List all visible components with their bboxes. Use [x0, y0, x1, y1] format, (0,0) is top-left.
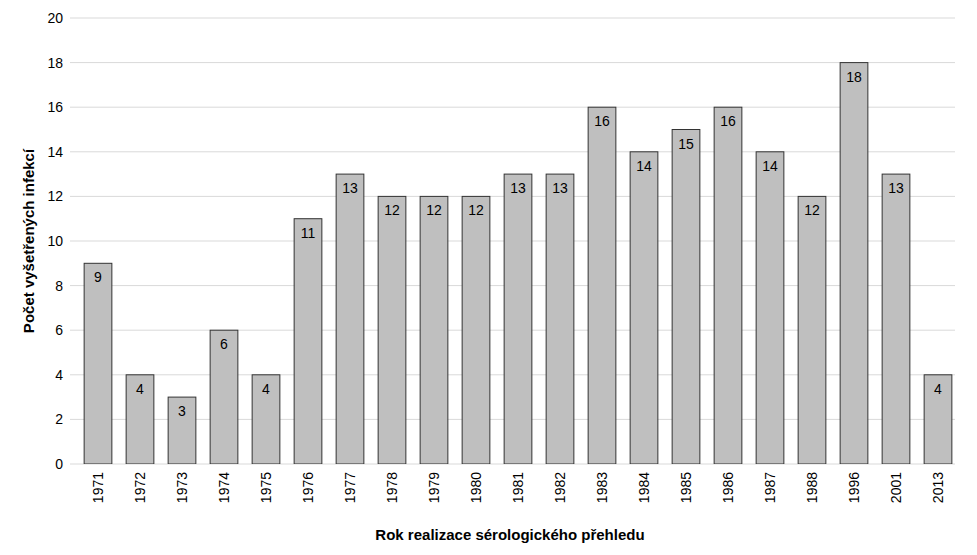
chart: 0 2 4 6 8 10 12 14 16 18 20 9 4 3 6 4 11 13 12 12 12 13 13 16 14…	[0, 0, 977, 555]
y-tick-label: 6	[55, 322, 63, 338]
bar	[336, 174, 364, 464]
data-label: 14	[636, 158, 652, 174]
data-label: 12	[384, 202, 400, 218]
grid-line	[70, 18, 955, 19]
x-tick-label: 1972	[132, 472, 148, 503]
x-tick-label: 1979	[426, 472, 442, 503]
data-label: 12	[468, 202, 484, 218]
bar	[378, 196, 406, 464]
x-tick-label: 1988	[804, 472, 820, 503]
bar	[546, 174, 574, 464]
bar	[84, 263, 112, 464]
bars	[84, 63, 952, 464]
data-label: 15	[678, 136, 694, 152]
y-tick-label: 20	[47, 10, 63, 26]
x-tick-label: 1974	[216, 472, 232, 503]
bar	[924, 375, 952, 464]
x-tick-label: 2013	[930, 472, 946, 503]
bar	[210, 330, 238, 464]
data-label: 4	[262, 381, 270, 397]
data-label: 14	[762, 158, 778, 174]
bar	[882, 174, 910, 464]
data-label: 12	[804, 202, 820, 218]
data-label: 11	[301, 225, 316, 241]
grid-line	[70, 151, 955, 152]
x-tick-label: 1976	[300, 472, 316, 503]
bar	[294, 219, 322, 464]
x-tick-label: 1985	[678, 472, 694, 503]
data-label: 9	[94, 269, 102, 285]
x-axis: 1971 1972 1973 1974 1975 1976 1977 1978 1979 1980…	[90, 472, 946, 503]
data-label: 13	[888, 180, 904, 196]
bar	[798, 196, 826, 464]
y-tick-label: 14	[47, 144, 63, 160]
y-tick-label: 0	[55, 456, 63, 472]
y-tick-label: 18	[47, 55, 63, 71]
bar	[462, 196, 490, 464]
data-label: 4	[934, 381, 942, 397]
y-axis-title: Počet vyšetřených infekcí	[20, 148, 37, 333]
data-label: 4	[136, 381, 144, 397]
grid-line	[70, 107, 955, 108]
bar	[588, 107, 616, 464]
x-axis-title: Rok realizace sérologického přehledu	[375, 526, 644, 543]
x-tick-label: 1983	[594, 472, 610, 503]
bar	[840, 63, 868, 464]
y-tick-label: 4	[55, 367, 63, 383]
bar	[756, 152, 784, 464]
x-tick-label: 2001	[888, 472, 904, 503]
bar	[714, 107, 742, 464]
x-tick-label: 1987	[762, 472, 778, 503]
x-tick-label: 1971	[90, 472, 106, 503]
grid-line	[70, 62, 955, 63]
data-label: 18	[846, 69, 862, 85]
x-tick-label: 1980	[468, 472, 484, 503]
y-tick-label: 8	[55, 278, 63, 294]
data-label: 3	[178, 403, 186, 419]
x-tick-label: 1977	[342, 472, 358, 503]
data-label: 13	[510, 180, 526, 196]
bar	[630, 152, 658, 464]
y-tick-label: 16	[47, 99, 63, 115]
x-tick-label: 1986	[720, 472, 736, 503]
data-label: 12	[426, 202, 442, 218]
x-tick-label: 1984	[636, 472, 652, 503]
x-tick-label: 1973	[174, 472, 190, 503]
data-labels: 9 4 3 6 4 11 13 12 12 12 13 13 16 14 15 16 14 12 18 13 4	[94, 69, 942, 420]
bar	[252, 375, 280, 464]
y-tick-label: 12	[47, 188, 63, 204]
x-tick-label: 1975	[258, 472, 274, 503]
bar	[126, 375, 154, 464]
x-tick-label: 1996	[846, 472, 862, 503]
y-tick-label: 10	[47, 233, 63, 249]
bar	[504, 174, 532, 464]
x-tick-label: 1981	[510, 472, 526, 503]
data-label: 16	[594, 113, 610, 129]
data-label: 6	[220, 336, 228, 352]
x-tick-label: 1982	[552, 472, 568, 503]
bar	[672, 130, 700, 465]
data-label: 13	[552, 180, 568, 196]
bar	[420, 196, 448, 464]
y-tick-label: 2	[55, 411, 63, 427]
x-tick-label: 1978	[384, 472, 400, 503]
y-axis: 0 2 4 6 8 10 12 14 16 18 20	[47, 10, 955, 472]
data-label: 16	[720, 113, 736, 129]
bar	[168, 397, 196, 464]
data-label: 13	[342, 180, 358, 196]
